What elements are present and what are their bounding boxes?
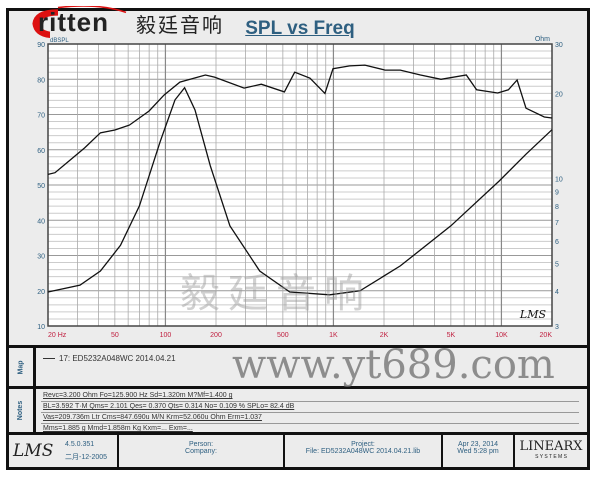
watermark-cn: 毅廷音响 — [180, 271, 372, 317]
version: 4.5.0.351 — [65, 441, 95, 448]
y-tick-label: 60 — [37, 148, 45, 155]
time: Wed 5:28 pm — [457, 448, 499, 455]
watermark-url: www.yt689.com — [232, 342, 555, 388]
x-tick-label: 50 — [111, 332, 119, 339]
y2-tick-label: 9 — [555, 189, 559, 196]
x-tick-label: 1K — [329, 332, 338, 339]
vendor-logo: LINEARX — [519, 439, 583, 454]
y-tick-label: 50 — [37, 183, 45, 190]
brand-logo — [32, 6, 127, 38]
x-tick-label: 500 — [277, 332, 289, 339]
company: Company: — [185, 448, 217, 455]
y-tick-label: 30 — [37, 254, 45, 261]
project: Project: — [351, 441, 375, 448]
note-line: Revc=3.200 Ohm Fo=125.900 Hz Sd=1.320m M… — [43, 392, 233, 399]
y2-tick-label: 30 — [555, 42, 563, 49]
vendor-sub: S Y S T E M S — [535, 454, 567, 460]
x-tick-label: 2K — [380, 332, 389, 339]
y2-tick-label: 6 — [555, 239, 559, 246]
brand-name: ritten — [38, 7, 109, 37]
build-date: 二月-12-2005 — [65, 454, 108, 461]
y2-tick-label: 8 — [555, 204, 559, 211]
y-axis-label: dBSPL — [50, 38, 69, 44]
plot-border — [47, 43, 553, 327]
chart-title: SPL vs Freq — [245, 18, 355, 39]
brand-name-cn: 毅廷音响 — [136, 13, 224, 37]
y2-tick-label: 3 — [555, 324, 559, 331]
y2-tick-label: 5 — [555, 261, 559, 268]
file: File: ED5232A048WC 2014.04.21.lib — [305, 448, 421, 455]
y-tick-label: 20 — [37, 289, 45, 296]
y-tick-label: 80 — [37, 77, 45, 84]
lms-annotation: LMS — [519, 308, 547, 321]
y2-tick-label: 20 — [555, 92, 563, 99]
spl-curve — [47, 64, 553, 176]
y2-tick-label: 7 — [555, 220, 559, 227]
y2-axis-label: Ohm — [535, 36, 550, 43]
lms-logo: LMS — [13, 441, 54, 461]
impedance-curve — [47, 86, 553, 296]
footer: LMS 4.5.0.351 二月-12-2005 Person: Company:… — [9, 432, 587, 468]
x-tick-label: 5K — [447, 332, 456, 339]
x-tick-label: 20K — [540, 332, 553, 339]
notes-section: Notes Revc=3.200 Ohm Fo=125.900 Hz Sd=1.… — [9, 386, 587, 435]
map-section: Map 17: ED5232A048WC 2014.04.21 — [9, 345, 587, 386]
map-label: Map — [17, 360, 25, 374]
spl-chart: 20 Hz 50 100 200 500 1K 2K 5K 10K 20K 10 20 30 40 50 60… — [37, 36, 563, 339]
note-line: BL=3.592 T·M Qms= 2.101 Qes= 0.370 Qts= … — [43, 403, 295, 410]
person: Person: — [188, 441, 214, 448]
note-line: Mms=1.885 g Mmd=1.858m Kg Kxm=... Exm=..… — [43, 425, 193, 432]
y-tick-label: 70 — [37, 113, 45, 120]
map-entry-text: 17: ED5232A048WC 2014.04.21 — [59, 354, 176, 363]
date: Apr 23, 2014 — [457, 441, 499, 448]
y2-tick-label: 4 — [555, 289, 559, 296]
y-tick-label: 90 — [37, 42, 45, 49]
x-tick-label: 20 Hz — [48, 332, 67, 339]
map-entry: 17: ED5232A048WC 2014.04.21 — [43, 354, 176, 363]
notes-label: Notes — [17, 400, 25, 421]
y-tick-label: 10 — [37, 324, 45, 331]
y2-tick-label: 10 — [555, 177, 563, 184]
y-tick-label: 40 — [37, 218, 45, 225]
note-line: Vas=209.736m Ltr Cms=847.690u M/N Krm=52… — [43, 414, 262, 421]
x-tick-label: 200 — [210, 332, 222, 339]
x-tick-label: 10K — [495, 332, 508, 339]
x-tick-label: 100 — [160, 332, 172, 339]
